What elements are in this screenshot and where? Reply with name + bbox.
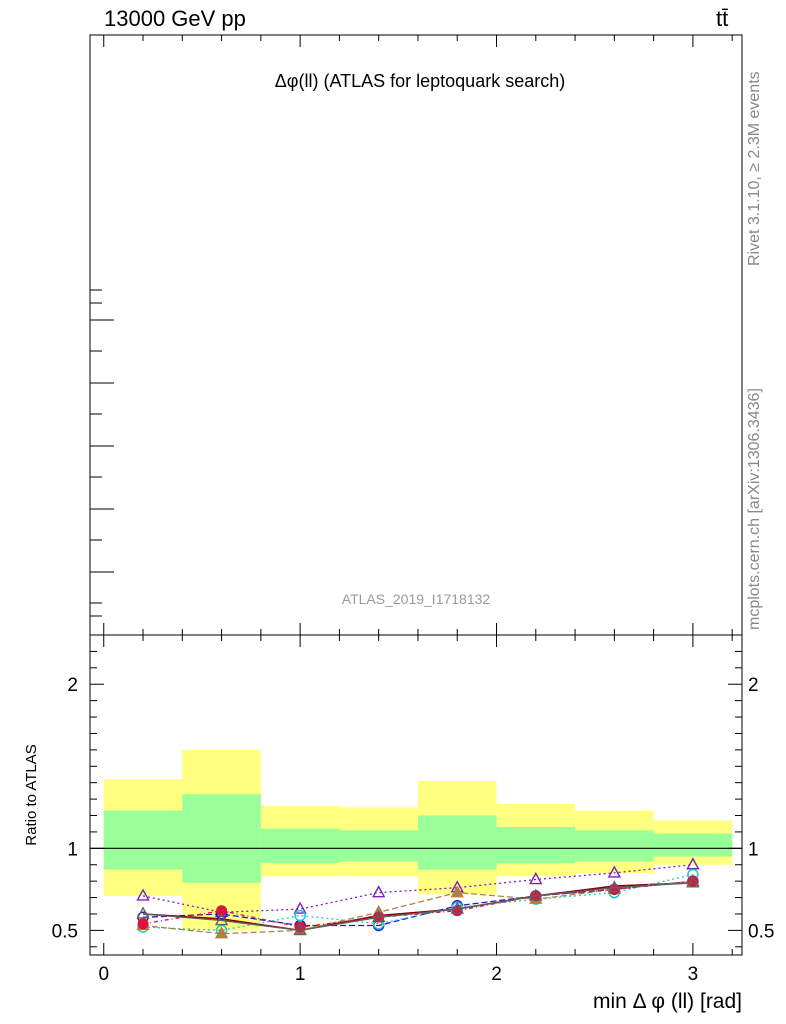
green-band-bin-6	[575, 830, 654, 862]
y-axis-label: Ratio to ATLAS	[23, 744, 40, 845]
series-5-point-0	[137, 918, 149, 930]
series-6-point-4	[450, 901, 464, 914]
series-5-line	[142, 880, 693, 928]
series-6-point-0	[136, 906, 150, 919]
y-tick-label-right-2: 2	[748, 675, 759, 696]
series-1-point-5	[529, 872, 543, 885]
collision-energy-label: 13000 GeV pp	[104, 6, 246, 31]
series-layer	[136, 857, 700, 939]
ratio-plot-frame	[89, 634, 743, 956]
series-6-point-2	[293, 922, 307, 936]
series-6-point-5	[529, 888, 543, 901]
series-0	[142, 882, 693, 932]
series-1-point-3	[372, 885, 386, 898]
x-axis-label: min Δ φ (ll) [rad]	[593, 990, 742, 1013]
y-tick-label-0.5: 0.5	[52, 921, 78, 942]
main-plot-ticks	[90, 35, 733, 635]
x-tick-label-1: 1	[295, 964, 306, 985]
series-4-point-4	[450, 885, 464, 898]
series-6-point-7	[686, 875, 700, 888]
y-tick-label-1: 1	[67, 839, 78, 860]
series-6-point-6	[607, 880, 622, 893]
y-tick-label-right-0.5: 0.5	[748, 921, 774, 942]
green-band-bin-0	[103, 810, 183, 870]
series-3-line	[142, 873, 694, 932]
y-tick-label-2: 2	[67, 675, 78, 696]
series-6-point-3	[372, 909, 386, 922]
x-tick-label-3: 3	[688, 964, 699, 985]
ratio-panel: 0 1 2 3 0.5 0.5 1 1 2 2 Ratio to ATLAS min Δ φ (l…	[23, 634, 774, 1013]
x-tick-label-2: 2	[491, 964, 502, 985]
green-band-bin-5	[496, 827, 576, 864]
plot-title: Δφ(ll) (ATLAS for leptoquark search)	[275, 71, 565, 91]
y-tick-label-right-1: 1	[748, 839, 759, 860]
series-1-point-2	[293, 901, 307, 914]
green-band-bin-3	[339, 830, 418, 862]
uncertainty-bands	[103, 749, 733, 931]
ratio-axis-ticks: 0 1 2 3 0.5 0.5 1 1 2 2	[52, 635, 774, 985]
series-6	[136, 875, 700, 936]
series-0-line	[142, 882, 693, 932]
series-6-point-1	[214, 913, 229, 926]
green-band-bin-2	[260, 828, 340, 864]
series-1-point-7	[686, 857, 700, 870]
main-plot-panel: Δφ(ll) (ATLAS for leptoquark search) ATL…	[89, 34, 743, 636]
green-band-bin-4	[417, 815, 497, 870]
green-band-bin-1	[182, 794, 261, 883]
series-1-point-0	[136, 888, 150, 901]
series-1	[136, 857, 700, 918]
series-4-point-1	[214, 926, 229, 939]
green-band-bin-7	[653, 833, 733, 857]
process-label: tt̄	[716, 6, 729, 31]
analysis-id-label: ATLAS_2019_I1718132	[342, 591, 491, 607]
series-1-point-6	[607, 865, 622, 878]
series-3-point-2	[294, 909, 306, 922]
x-tick-label-0: 0	[98, 964, 109, 985]
series-6-line	[142, 882, 693, 932]
main-plot-frame	[89, 34, 743, 636]
